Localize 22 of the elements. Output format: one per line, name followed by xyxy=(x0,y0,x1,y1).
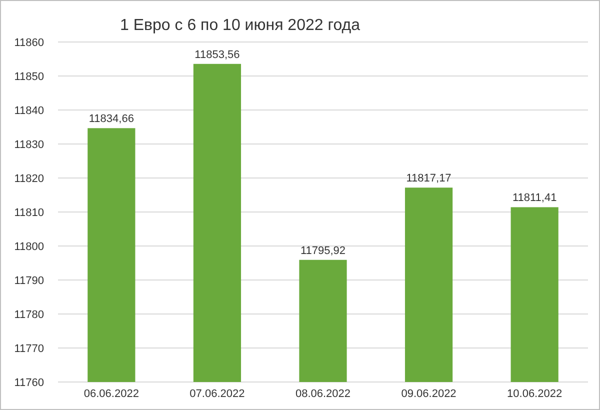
x-tick-label: 06.06.2022 xyxy=(84,388,139,400)
y-tick-label: 11820 xyxy=(14,172,44,185)
x-tick-label: 09.06.2022 xyxy=(401,388,456,400)
y-tick-label: 11780 xyxy=(14,308,44,321)
x-tick-label: 10.06.2022 xyxy=(507,388,562,400)
chart-title: 1 Евро с 6 по 10 июня 2022 года xyxy=(120,17,360,34)
data-label: 11795,92 xyxy=(300,244,346,257)
y-tick-label: 11800 xyxy=(14,240,44,253)
data-label: 11817,17 xyxy=(406,172,452,185)
data-label: 11834,66 xyxy=(88,113,134,126)
y-tick-label: 11840 xyxy=(14,104,44,117)
y-tick-label: 11830 xyxy=(14,138,44,151)
y-tick-label: 11770 xyxy=(14,342,44,355)
y-tick-label: 11810 xyxy=(14,206,44,219)
data-label: 11811,41 xyxy=(512,192,557,204)
y-tick-label: 11760 xyxy=(14,376,44,389)
y-tick-label: 11790 xyxy=(14,274,44,287)
y-tick-label: 11860 xyxy=(14,36,44,49)
x-tick-label: 08.06.2022 xyxy=(295,388,351,400)
data-label: 11853,56 xyxy=(194,48,240,61)
y-tick-label: 11850 xyxy=(14,70,44,83)
x-tick-label: 07.06.2022 xyxy=(190,388,245,400)
